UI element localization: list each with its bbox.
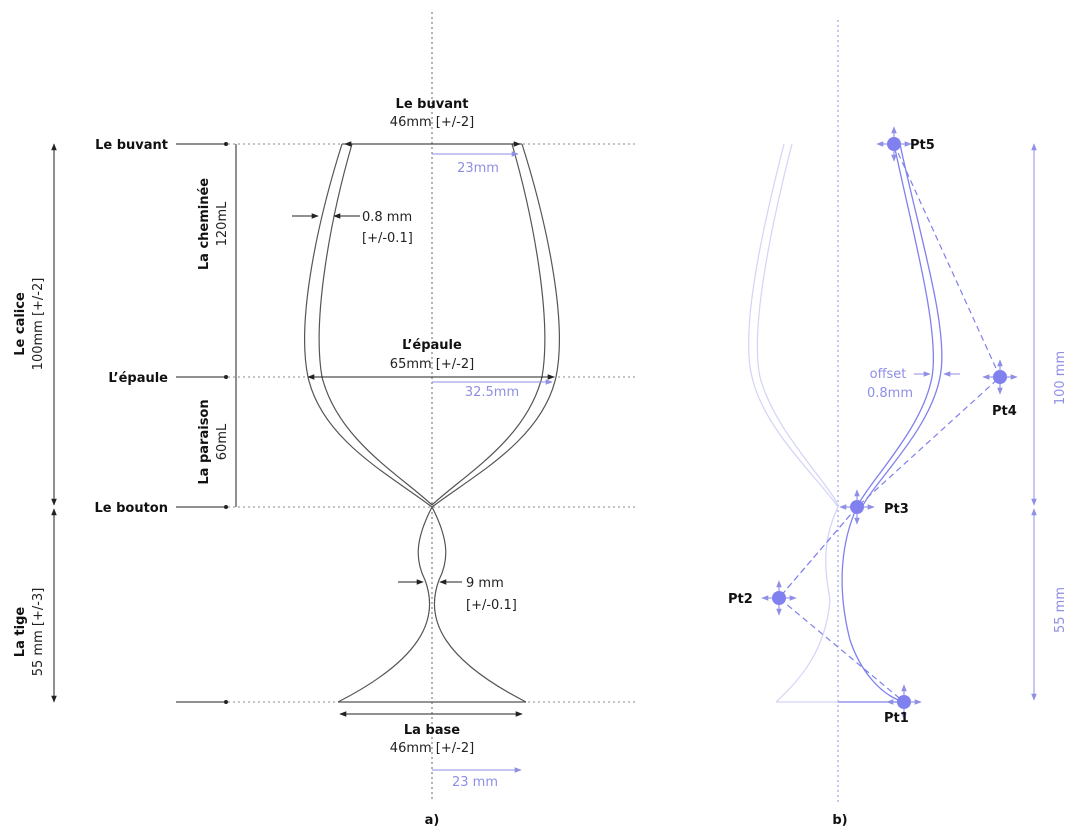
calice-title: Le calice — [13, 292, 28, 356]
tige-title: La tige — [13, 607, 28, 658]
control-tangent — [778, 506, 858, 599]
label-pt1: Pt1 — [884, 711, 909, 726]
control-polygon — [778, 143, 1001, 703]
wall-line2: [+/-0.1] — [362, 231, 413, 246]
cheminee-value: 120mL — [215, 201, 230, 246]
label-buvant: Le buvant — [95, 138, 168, 153]
label-epaule: L’épaule — [108, 371, 168, 386]
offset-line1: offset — [870, 367, 907, 382]
label-pt2: Pt2 — [728, 592, 753, 607]
control-points — [761, 126, 1018, 720]
label-pt4: Pt4 — [992, 404, 1017, 419]
base-title: La base — [404, 723, 460, 738]
panel-a: Le buvant L’épaule Le bouton Le calice 1… — [13, 12, 635, 828]
offset-line2: 0.8mm — [867, 386, 913, 401]
cheminee-title: La cheminée — [197, 178, 212, 270]
tige-label: La tige 55 mm [+/-3] — [13, 588, 46, 677]
control-point-pt4[interactable] — [982, 359, 1018, 395]
control-point-pt3[interactable] — [839, 489, 875, 525]
active-profile — [838, 143, 943, 703]
tige-value: 55 mm [+/-3] — [31, 588, 46, 677]
control-point-pt2[interactable] — [761, 580, 797, 616]
top-half: 23mm — [457, 161, 499, 176]
level-markers — [176, 142, 228, 704]
stem-line1: 9 mm — [466, 576, 504, 591]
shoulder-value: 65mm [+/-2] — [390, 357, 474, 372]
shoulder-half: 32.5mm — [465, 385, 519, 400]
stem-line2: [+/-0.1] — [466, 598, 517, 613]
control-point-pt5[interactable] — [876, 126, 912, 162]
dim-lower-label: 55 mm — [1053, 587, 1068, 633]
control-point-pt1[interactable] — [886, 684, 922, 720]
top-title: Le buvant — [396, 97, 469, 112]
dim-upper-label: 100 mm — [1053, 351, 1068, 405]
label-bouton: Le bouton — [94, 501, 168, 516]
cheminee-label: La cheminée 120mL — [197, 178, 230, 270]
ghost-profile — [748, 143, 839, 703]
label-pt3: Pt3 — [884, 502, 909, 517]
paraison-value: 60mL — [215, 423, 230, 460]
label-pt5: Pt5 — [910, 138, 935, 153]
caption-a: a) — [425, 813, 440, 828]
caption-b: b) — [832, 813, 847, 828]
top-value: 46mm [+/-2] — [390, 115, 474, 130]
panel-b: Pt5 Pt4 Pt3 Pt2 Pt1 offset 0.8mm 100 mm … — [728, 20, 1068, 828]
base-half: 23 mm — [452, 775, 498, 790]
base-value: 46mm [+/-2] — [390, 741, 474, 756]
calice-label: Le calice 100mm [+/-2] — [13, 278, 46, 371]
calice-value: 100mm [+/-2] — [31, 278, 46, 371]
control-point-dot[interactable] — [850, 500, 864, 514]
control-point-dot[interactable] — [772, 591, 786, 605]
control-point-dot[interactable] — [887, 137, 901, 151]
shoulder-title: L’épaule — [402, 338, 462, 353]
paraison-title: La paraison — [197, 399, 212, 484]
paraison-label: La paraison 60mL — [197, 399, 230, 484]
control-point-dot[interactable] — [897, 695, 911, 709]
wall-line1: 0.8 mm — [362, 210, 412, 225]
control-point-dot[interactable] — [993, 370, 1007, 384]
